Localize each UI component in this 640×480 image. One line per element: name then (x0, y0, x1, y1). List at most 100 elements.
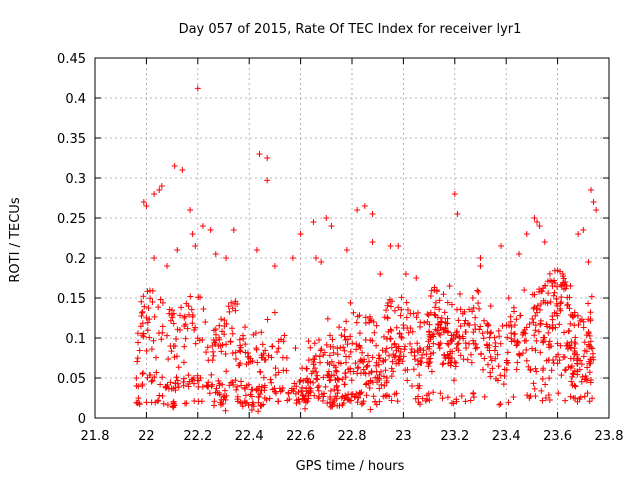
data-point (236, 336, 243, 343)
data-point (222, 407, 229, 414)
data-point (486, 347, 493, 354)
data-point (206, 390, 213, 397)
data-point (409, 383, 416, 390)
data-point (194, 372, 201, 379)
data-point (525, 363, 532, 370)
data-point (357, 358, 364, 365)
data-point (445, 355, 452, 362)
data-point (267, 376, 274, 383)
data-point (431, 284, 438, 291)
data-point (569, 313, 576, 320)
data-point (173, 336, 180, 343)
data-point (366, 385, 373, 392)
data-point (213, 385, 220, 392)
data-point (529, 345, 536, 352)
data-point (258, 329, 265, 336)
data-point (446, 283, 453, 289)
data-point (151, 373, 158, 380)
data-point (516, 251, 523, 257)
data-point (542, 395, 549, 402)
data-point (395, 343, 402, 350)
data-point (543, 357, 550, 364)
data-point (314, 376, 321, 383)
data-point (307, 344, 314, 351)
data-point (237, 348, 244, 355)
data-point (590, 199, 597, 205)
data-point (585, 316, 592, 323)
data-point (241, 385, 248, 392)
data-point (383, 307, 390, 314)
x-tick-label: 23 (395, 429, 412, 444)
data-point (414, 361, 421, 368)
data-point (250, 331, 257, 338)
data-point (226, 308, 233, 315)
data-point (229, 305, 236, 312)
data-point (456, 291, 463, 297)
data-point (544, 323, 551, 330)
data-point (229, 350, 236, 357)
data-point (447, 362, 454, 369)
data-point (414, 340, 421, 347)
data-point (569, 373, 576, 380)
data-point (299, 395, 306, 402)
data-point (338, 332, 345, 339)
data-point (340, 344, 347, 351)
data-point (395, 304, 402, 311)
data-point (259, 341, 266, 348)
data-point (198, 398, 205, 405)
data-point (384, 302, 391, 309)
data-point (427, 350, 434, 357)
data-point (169, 403, 176, 410)
data-point (271, 309, 278, 316)
data-point (216, 322, 223, 329)
data-point (172, 380, 179, 387)
data-point (373, 342, 380, 349)
y-tick-label: 0 (78, 412, 86, 427)
data-point (223, 341, 230, 348)
data-point (534, 309, 541, 316)
data-point (507, 318, 514, 325)
data-point (565, 328, 572, 335)
data-point (578, 361, 585, 368)
data-point (157, 381, 164, 388)
data-point (255, 408, 262, 415)
data-point (511, 337, 518, 344)
data-point (436, 306, 443, 313)
data-point (532, 327, 539, 334)
data-point (355, 394, 362, 401)
data-point (523, 231, 530, 237)
data-point (549, 283, 556, 289)
data-point (567, 311, 574, 318)
data-point (221, 394, 228, 401)
data-point (484, 328, 491, 335)
data-point (475, 300, 482, 307)
data-point (477, 263, 484, 269)
data-point (219, 328, 226, 335)
data-point (495, 363, 502, 370)
data-point (564, 345, 571, 352)
data-point (511, 322, 518, 329)
data-point (585, 259, 592, 265)
data-point (341, 333, 348, 340)
data-point (234, 396, 241, 403)
data-point (436, 345, 443, 352)
data-point (554, 267, 561, 274)
data-point (470, 304, 477, 311)
data-point (437, 390, 444, 397)
data-point (475, 288, 482, 295)
data-point (265, 352, 272, 359)
data-point (200, 306, 207, 313)
data-point (331, 398, 338, 405)
data-point (477, 255, 484, 261)
data-point (221, 387, 228, 394)
data-point (319, 397, 326, 404)
data-point (494, 377, 501, 384)
data-point (431, 311, 438, 318)
data-point (228, 325, 235, 332)
data-point (300, 377, 307, 384)
data-point (191, 380, 198, 387)
data-point (386, 296, 393, 303)
data-point (329, 336, 336, 343)
data-point (308, 370, 315, 377)
data-point (388, 327, 395, 334)
